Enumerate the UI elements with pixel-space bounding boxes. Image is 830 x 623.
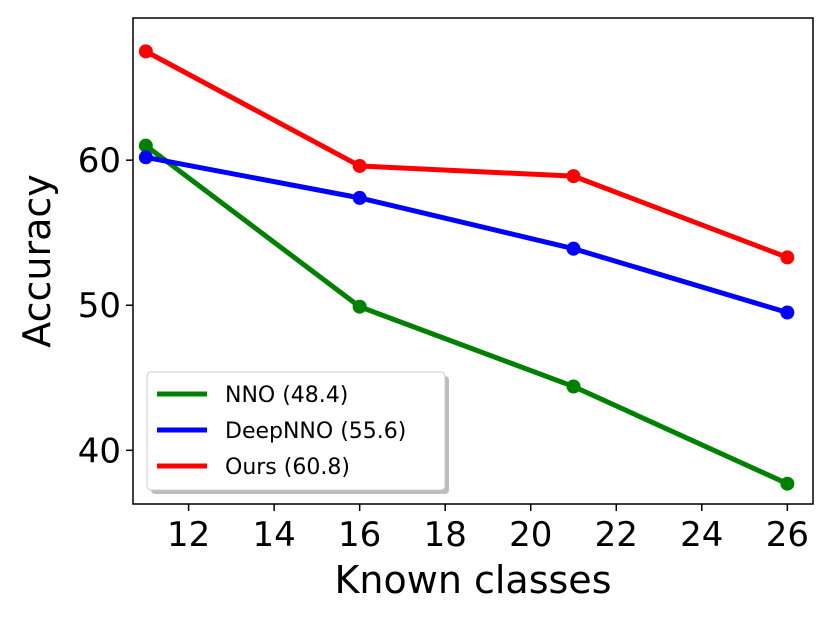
data-point [780, 476, 795, 491]
data-point [566, 379, 581, 394]
x-tick-label: 16 [338, 515, 381, 555]
data-point [352, 158, 367, 173]
series-line-0 [144, 143, 789, 486]
y-axis-ticks: 40 50 60 [78, 141, 133, 471]
y-tick-label: 40 [78, 431, 121, 471]
series-line-2 [144, 49, 789, 260]
data-point [566, 169, 581, 184]
x-tick-label: 20 [509, 515, 552, 555]
legend-box [146, 371, 446, 491]
data-point [138, 138, 153, 153]
data-point [138, 44, 153, 59]
y-tick-label: 50 [78, 286, 121, 326]
x-axis-ticks: 12 14 16 18 20 22 24 26 [167, 504, 809, 555]
data-point [352, 299, 367, 314]
data-point [566, 241, 581, 256]
data-point [780, 305, 795, 320]
data-point [352, 190, 367, 205]
x-axis-label: Known classes [334, 558, 611, 602]
y-axis-label: Accuracy [15, 174, 59, 348]
legend-label: DeepNNO (55.6) [225, 419, 406, 444]
legend-label: NNO (48.4) [225, 383, 348, 408]
data-point [780, 250, 795, 265]
x-tick-label: 22 [595, 515, 638, 555]
data-point [138, 150, 153, 165]
series-line-1 [145, 154, 789, 315]
x-tick-label: 18 [424, 515, 467, 555]
legend-label: Ours (60.8) [225, 455, 350, 480]
x-tick-label: 14 [252, 515, 295, 555]
x-tick-label: 12 [167, 515, 210, 555]
series-layer [138, 44, 795, 491]
legend: NNO (48.4) DeepNNO (55.6) Ours (60.8) [146, 371, 449, 494]
y-tick-label: 60 [78, 141, 121, 181]
x-tick-label: 24 [680, 515, 723, 555]
x-tick-label: 26 [766, 515, 809, 555]
